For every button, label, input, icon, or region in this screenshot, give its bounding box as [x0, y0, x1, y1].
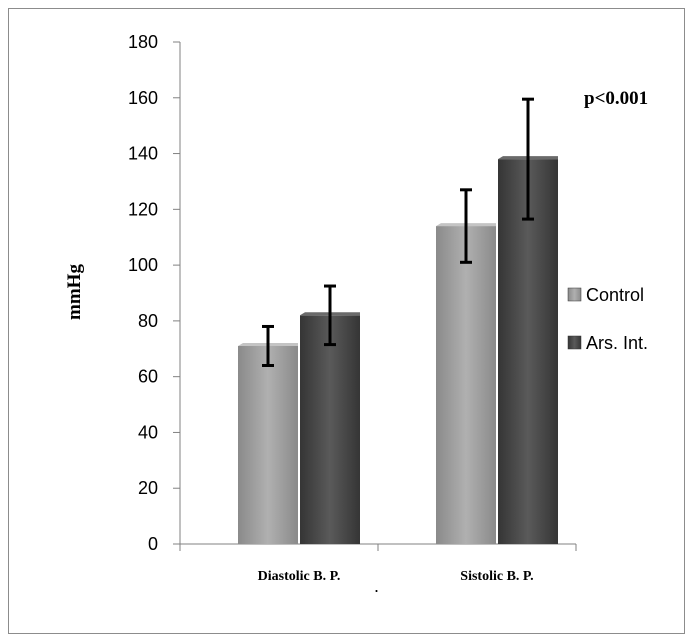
y-tick-label: 0 [148, 534, 158, 554]
stray-mark: . [374, 576, 379, 596]
category-labels: Diastolic B. P. Sistolic B. P. [258, 569, 534, 584]
x-category-label: Diastolic B. P. [258, 569, 341, 584]
y-tick-label: 20 [138, 478, 158, 498]
bars [238, 156, 558, 545]
y-tick-label: 100 [128, 255, 158, 275]
error-bars [262, 97, 534, 368]
y-tick-label: 40 [138, 422, 158, 442]
bar-ars-int-1 [300, 315, 360, 544]
p-value-annotation: p<0.001 [584, 88, 648, 109]
legend-swatch [567, 287, 582, 302]
y-axis-title: mmHg [64, 264, 85, 320]
bar-ars-int-2 [498, 159, 558, 544]
y-tick-label: 80 [138, 311, 158, 331]
legend-label: Control [586, 285, 644, 305]
legend-label: Ars. Int. [586, 333, 648, 353]
y-tick-label: 160 [128, 88, 158, 108]
y-tick-label: 120 [128, 199, 158, 219]
bar-control-1 [238, 345, 298, 544]
legend: Control Ars. Int. [567, 285, 648, 353]
y-tick-label: 180 [128, 32, 158, 52]
x-category-label: Sistolic B. P. [460, 569, 533, 584]
bar-control-2 [436, 226, 496, 545]
legend-swatch [567, 335, 582, 350]
x-axis [179, 543, 577, 551]
y-tick-label: 140 [128, 144, 158, 164]
y-axis: 0 20 40 60 80 100 120 140 160 180 [128, 32, 181, 554]
y-tick-label: 60 [138, 367, 158, 387]
